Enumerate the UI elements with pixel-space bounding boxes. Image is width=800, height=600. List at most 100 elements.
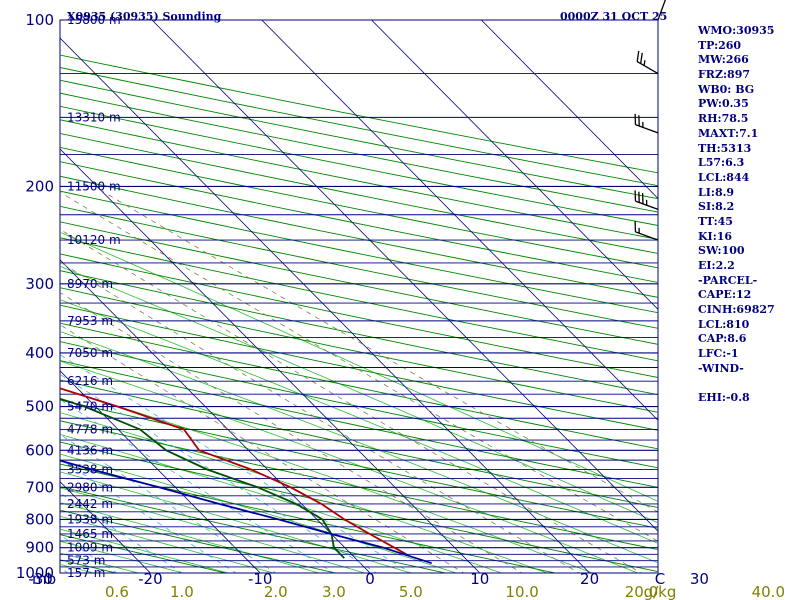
mixing-ratio-label: 40.0 (752, 583, 785, 600)
pressure-label-600: 600 (25, 441, 54, 459)
height-label: 15800 m (67, 13, 121, 27)
isotherm-line (371, 20, 658, 310)
isotherm-line (0, 20, 52, 585)
mixing-ratio-unit-label: g/kg (644, 583, 677, 600)
title-left: X0935 (30935) Sounding (67, 10, 222, 23)
pressure-label-700: 700 (25, 478, 54, 496)
mixing-ratio-line (60, 458, 237, 573)
index-item: TP:260 (698, 38, 742, 52)
wind-barb-flag (640, 52, 643, 64)
index-item: SW:100 (698, 244, 745, 258)
mixing-ratio-label: 1.0 (170, 583, 194, 600)
moist-adiabat-line (0, 250, 52, 585)
isotherm-line (261, 20, 658, 421)
wind-barb (657, 0, 666, 21)
mixing-ratio-line (60, 228, 643, 573)
index-item: EHI:-0.8 (698, 391, 750, 405)
pressure-label-1000: 1000 (16, 564, 54, 582)
height-label: 3538 m (67, 463, 113, 477)
temperature-label: 10 (470, 570, 489, 588)
index-item: LCL:844 (698, 170, 750, 184)
wind-barbs (634, 0, 666, 241)
dry-adiabat-line (60, 463, 558, 573)
isotherm-line (60, 148, 481, 573)
height-label: 8970 m (67, 277, 113, 291)
pressure-unit-label: mb (32, 570, 56, 588)
dry-adiabat-line (0, 20, 55, 585)
height-label: 1009 m (67, 541, 113, 555)
height-label: 7050 m (67, 346, 113, 360)
index-item: WB0: BG (698, 82, 755, 96)
index-item: FRZ:897 (698, 68, 751, 82)
height-label: 11500 m (67, 179, 121, 193)
index-item: LFC:-1 (698, 347, 739, 361)
mixing-ratio-line (60, 534, 118, 573)
pressure-label-800: 800 (25, 510, 54, 528)
isotherm-line (481, 20, 658, 200)
index-item: MAXT:7.1 (698, 126, 759, 140)
dry-adiabat-line (60, 146, 658, 269)
mixing-ratio-line (0, 187, 5, 585)
dry-adiabat-line (60, 509, 338, 573)
dry-adiabat-line (60, 175, 658, 298)
pressure-label-500: 500 (25, 398, 54, 416)
temperature-label: -10 (248, 570, 273, 588)
wind-barb (634, 190, 659, 210)
isotherm-line (151, 20, 658, 532)
height-label: 7953 m (67, 314, 113, 328)
diagram-grid (0, 20, 658, 585)
height-label: 6216 m (67, 374, 113, 388)
temperature-label: 30 (690, 570, 709, 588)
dry-adiabat-line (60, 441, 658, 573)
moist-adiabat-line (60, 540, 185, 573)
height-label: 4136 m (67, 443, 113, 457)
wind-barb-staff (657, 0, 666, 21)
temperature-label: -30 (28, 570, 53, 588)
mixing-ratio-label: 2.0 (264, 583, 288, 600)
isotherm-line (60, 37, 591, 573)
moist-adiabat-line (60, 433, 503, 573)
index-item: MW:266 (698, 53, 749, 67)
dry-adiabat-line (60, 190, 658, 314)
pressure-label-300: 300 (25, 275, 54, 293)
dry-adiabat-line (60, 534, 228, 573)
index-item: TT:45 (698, 214, 733, 228)
sounding-series (60, 387, 432, 565)
pressure-label-900: 900 (25, 539, 54, 557)
temperature-label: 20 (580, 570, 599, 588)
pressure-label-200: 200 (25, 177, 54, 195)
dry-adiabat-line (60, 205, 658, 329)
index-item: WMO:30935 (698, 24, 775, 37)
dry-adiabat-line (60, 161, 658, 283)
isotherm-line (60, 481, 151, 573)
height-label: 13310 m (67, 110, 121, 124)
wind-barb (634, 113, 659, 134)
isotherm-line (60, 370, 261, 573)
pressure-label-400: 400 (25, 344, 54, 362)
moist-adiabat-line (60, 528, 230, 573)
moist-adiabat-line (60, 453, 458, 573)
dry-adiabat-line (60, 133, 658, 254)
isotherm-line (60, 259, 371, 573)
index-item: CINH:69827 (698, 303, 775, 317)
index-item: -PARCEL- (698, 273, 758, 287)
index-item: LI:8.9 (698, 185, 735, 199)
stability-indices-list: WMO:30935 TP:260 MW:266 FRZ:897 WB0: BG PW:0.… (698, 24, 775, 406)
plot-frame (59, 19, 659, 574)
parcel-line (60, 459, 432, 565)
pressure-label-100: 100 (25, 11, 54, 29)
wind-barb-half-flag (643, 60, 646, 66)
dewpoint-line (60, 397, 345, 559)
height-label: 157 m (67, 566, 105, 580)
moist-adiabat-line (60, 515, 275, 573)
height-label: 2980 m (67, 480, 113, 494)
title-right: 0000Z 31 OCT 25 (560, 10, 667, 23)
index-item: LCL:810 (698, 317, 750, 331)
dry-adiabat-line (60, 221, 658, 345)
index-item: L57:6.3 (698, 156, 745, 170)
height-label: 573 m (67, 554, 105, 568)
temperature-line (60, 387, 407, 556)
temperature-unit-label: C (655, 570, 665, 588)
